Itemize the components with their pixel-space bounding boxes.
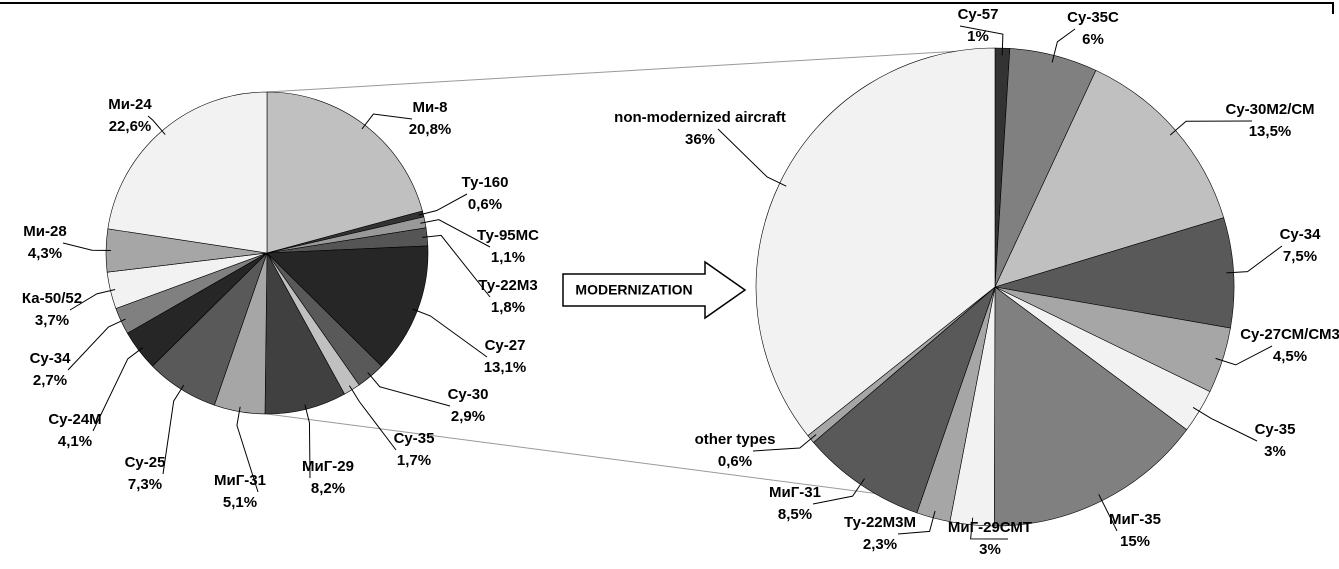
leader-line: [361, 113, 413, 130]
slice-label: Су-35С: [1067, 9, 1119, 26]
slice-label: Ка-50/52: [22, 290, 82, 307]
slice-value-label: 15%: [1120, 533, 1150, 550]
slice-label: Су-30: [448, 386, 489, 403]
slice-label: Ту-160: [462, 174, 509, 191]
slice-value-label: 4,3%: [28, 245, 62, 262]
slice-value-label: 1,8%: [491, 299, 525, 316]
leader-line: [1226, 245, 1283, 274]
leader-line: [422, 234, 491, 298]
slice-label: Су-34: [1280, 226, 1322, 243]
leader-line: [1192, 407, 1258, 442]
leader-line: [92, 347, 144, 432]
slice-label: Ми-8: [412, 99, 447, 116]
slice-value-label: 7,3%: [128, 476, 162, 493]
slice-label: Ту-22М3М: [844, 514, 916, 531]
slice-label: Ту-95МС: [477, 227, 539, 244]
slice-label: other types: [695, 431, 776, 448]
leader-line: [162, 384, 185, 475]
slice-value-label: 1%: [967, 28, 989, 45]
slice-label: Су-27: [485, 337, 526, 354]
slice-value-label: 7,5%: [1283, 248, 1317, 265]
slice-label: non-modernized aircraft: [614, 109, 786, 126]
slice-value-label: 22,6%: [109, 118, 152, 135]
leader-line: [420, 219, 491, 248]
zoom-line: [266, 413, 926, 501]
pie-slice: [107, 91, 268, 254]
leader-line: [1169, 120, 1253, 136]
slice-label: Су-35: [1255, 421, 1296, 438]
leader-line: [349, 385, 397, 451]
leader-line: [752, 434, 817, 452]
slice-label: МиГ-31: [214, 472, 266, 489]
slice-label: Ту-22М3: [478, 277, 537, 294]
slice-value-label: 3%: [979, 541, 1001, 558]
leader-line: [367, 372, 451, 407]
slice-value-label: 1,7%: [397, 452, 431, 469]
leader-line: [62, 242, 111, 252]
slice-label: МиГ-35: [1109, 511, 1161, 528]
leader-line: [147, 115, 166, 135]
slice-value-label: 13,5%: [1249, 123, 1292, 140]
leader-line: [717, 128, 787, 187]
leader-line: [897, 510, 936, 535]
annotation: MODERNIZATION: [575, 282, 692, 298]
slice-label: Су-27СМ/СМ3: [1240, 326, 1339, 343]
leader-line: [69, 288, 116, 311]
leader-line: [970, 517, 1009, 540]
slice-label: Су-30М2/СМ: [1226, 101, 1315, 118]
slice-value-label: 2,7%: [33, 372, 67, 389]
slice-value-label: 0,6%: [718, 453, 752, 470]
slice-label: МиГ-31: [769, 484, 821, 501]
leader-line: [412, 308, 488, 358]
slice-label: МиГ-29СМТ: [948, 519, 1032, 536]
slice-label: Су-57: [958, 6, 999, 23]
leader-line: [418, 193, 468, 216]
slice-value-label: 4,5%: [1273, 348, 1307, 365]
slice-label: Су-35: [394, 430, 435, 447]
slice-value-label: 4,1%: [58, 433, 92, 450]
slice-value-label: 1,1%: [491, 249, 525, 266]
slice-value-label: 20,8%: [409, 121, 452, 138]
slice-value-label: 13,1%: [484, 359, 527, 376]
leader-line: [812, 478, 865, 505]
slice-value-label: 5,1%: [223, 494, 257, 511]
slice-label: МиГ-29: [302, 458, 354, 475]
slice-value-label: 3%: [1264, 443, 1286, 460]
slice-value-label: 36%: [685, 131, 715, 148]
leader-line: [236, 406, 259, 493]
leader-line: [67, 318, 126, 371]
slice-label: Су-34: [30, 350, 72, 367]
leader-line: [959, 25, 1004, 56]
slice-value-label: 2,3%: [863, 536, 897, 553]
slice-value-label: 8,2%: [311, 480, 345, 497]
slice-value-label: 0,6%: [468, 196, 502, 213]
arrow: [562, 260, 747, 320]
slice-value-label: 2,9%: [451, 408, 485, 425]
slice-label: Су-24М: [48, 411, 101, 428]
slice-label: Ми-28: [23, 223, 66, 240]
leader-line: [304, 404, 311, 479]
leader-line: [1051, 28, 1076, 63]
slice-value-label: 3,7%: [35, 312, 69, 329]
leader-line: [1098, 494, 1118, 532]
slice-value-label: 8,5%: [778, 506, 812, 523]
slice-label: Су-25: [125, 454, 166, 471]
frame-line: [0, 2, 1334, 14]
slice-value-label: 6%: [1082, 31, 1104, 48]
leader-line: [1215, 345, 1273, 366]
zoom-line: [266, 48, 996, 93]
slice-label: Ми-24: [108, 96, 152, 113]
